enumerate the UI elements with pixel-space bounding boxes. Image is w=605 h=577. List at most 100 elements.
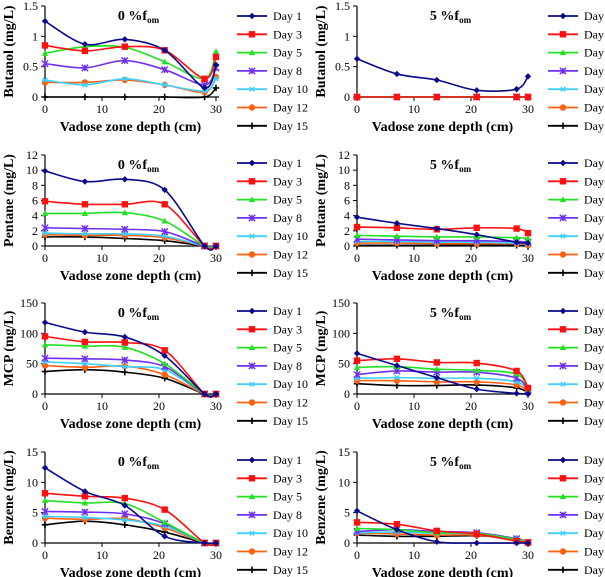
data-point (393, 232, 401, 239)
x-tick-label: 10 (96, 399, 108, 413)
data-point (81, 210, 89, 216)
legend-label: Day 12 (273, 396, 308, 410)
data-point (433, 538, 440, 545)
legend-marker (248, 456, 256, 464)
data-point (121, 225, 129, 234)
legend-item: Day 8 (237, 64, 302, 78)
legend-marker (559, 456, 567, 464)
legend-marker (248, 178, 256, 185)
series-day-5 (353, 363, 532, 392)
data-point (161, 201, 168, 208)
legend-label: Day 8 (273, 211, 302, 225)
data-point (353, 55, 361, 62)
y-tick-label: 100 (332, 326, 350, 340)
y-tick-label: 12 (338, 148, 350, 162)
legend-item: Day 5 (548, 490, 605, 504)
data-point (393, 526, 401, 533)
legend-item: Day 10 (548, 377, 605, 391)
panel-title: 0 %fom (118, 9, 160, 25)
legend-item: Day 10 (237, 377, 308, 391)
panel-title: 0 %fom (118, 455, 160, 471)
legend-label: Day 5 (584, 341, 605, 355)
legend-label: Day 1 (273, 156, 302, 170)
legend-marker (559, 417, 567, 424)
y-tick-label: 12 (26, 148, 38, 162)
y-tick-label: 8 (344, 178, 350, 192)
data-point (161, 82, 168, 88)
legend-item: Day 8 (237, 359, 302, 373)
legend-label: Day 3 (273, 27, 302, 41)
legend-item: Day 12 (237, 248, 308, 262)
series-day-15 (41, 84, 220, 101)
data-point (121, 209, 128, 216)
legend-label: Day 8 (584, 508, 605, 522)
data-point (393, 224, 401, 231)
legend-item: Day 8 (548, 508, 605, 522)
y-axis-label: MCP (mg/L) (2, 310, 17, 386)
legend-item: Day 15 (548, 563, 605, 577)
legend-label: Day 10 (584, 229, 605, 243)
x-axis-label: Vadose zone depth (cm) (372, 566, 514, 577)
data-point (81, 82, 89, 88)
legend-label: Day 5 (273, 193, 302, 207)
legend-label: Day 12 (584, 545, 605, 559)
legend-marker (248, 493, 256, 500)
data-point (212, 48, 220, 55)
legend-marker (559, 104, 567, 111)
legend-marker (248, 344, 256, 351)
data-point (81, 93, 89, 101)
data-point (161, 227, 169, 236)
legend-marker (248, 399, 256, 406)
y-axis-label: Benzene (mg/L) (2, 450, 17, 545)
legend-item: Day 5 (237, 341, 302, 355)
legend-item: Day 8 (548, 211, 605, 225)
y-tick-label: 0.5 (335, 60, 350, 74)
panel-title-subscript: om (147, 15, 160, 25)
data-point (393, 70, 401, 78)
legend-item: Day 10 (237, 82, 308, 96)
data-point (433, 365, 440, 372)
legend-marker (559, 362, 567, 370)
legend-label: Day 12 (584, 248, 605, 262)
legend-marker (248, 548, 256, 555)
y-tick-label: 6 (344, 194, 350, 208)
data-point (161, 347, 168, 354)
data-point (353, 364, 361, 370)
legend-item: Day 8 (237, 211, 302, 225)
series-line (44, 20, 217, 89)
y-axis-label: Pentane (mg/L) (314, 154, 329, 247)
data-point (81, 360, 89, 367)
y-tick-label: 15 (338, 445, 350, 459)
panel-title-subscript: om (459, 461, 472, 471)
legend-label: Day 5 (273, 490, 302, 504)
y-tick-label: 1 (344, 29, 350, 43)
legend-label: Day 1 (584, 156, 605, 170)
y-tick-label: 0 (344, 239, 350, 253)
legend-label: Day 12 (584, 396, 605, 410)
data-point (121, 43, 128, 50)
x-tick-label: 30 (210, 399, 222, 413)
legend-item: Day 12 (548, 248, 605, 262)
series-day-3 (353, 355, 532, 392)
legend-marker (248, 475, 256, 482)
legend-marker (559, 326, 567, 333)
legend-label: Day 10 (273, 82, 308, 96)
legend-item: Day 1 (548, 304, 605, 318)
x-axis-label: Vadose zone depth (cm) (60, 417, 202, 432)
y-tick-label: 0 (344, 387, 350, 401)
panel-title: 5 %fom (430, 306, 472, 322)
panel-title: 0 %fom (118, 306, 160, 322)
legend-label: Day 8 (584, 211, 605, 225)
legend-marker (248, 307, 256, 315)
legend-item: Day 15 (548, 119, 605, 133)
data-point (513, 239, 520, 246)
legend-label: Day 10 (584, 526, 605, 540)
x-tick-label: 20 (153, 548, 165, 562)
data-point (121, 36, 128, 43)
series-day-1 (353, 213, 532, 247)
y-tick-label: 5 (344, 506, 350, 520)
data-point (41, 521, 49, 528)
legend-marker (559, 381, 567, 387)
legend-marker (248, 511, 256, 519)
data-point (433, 225, 440, 232)
